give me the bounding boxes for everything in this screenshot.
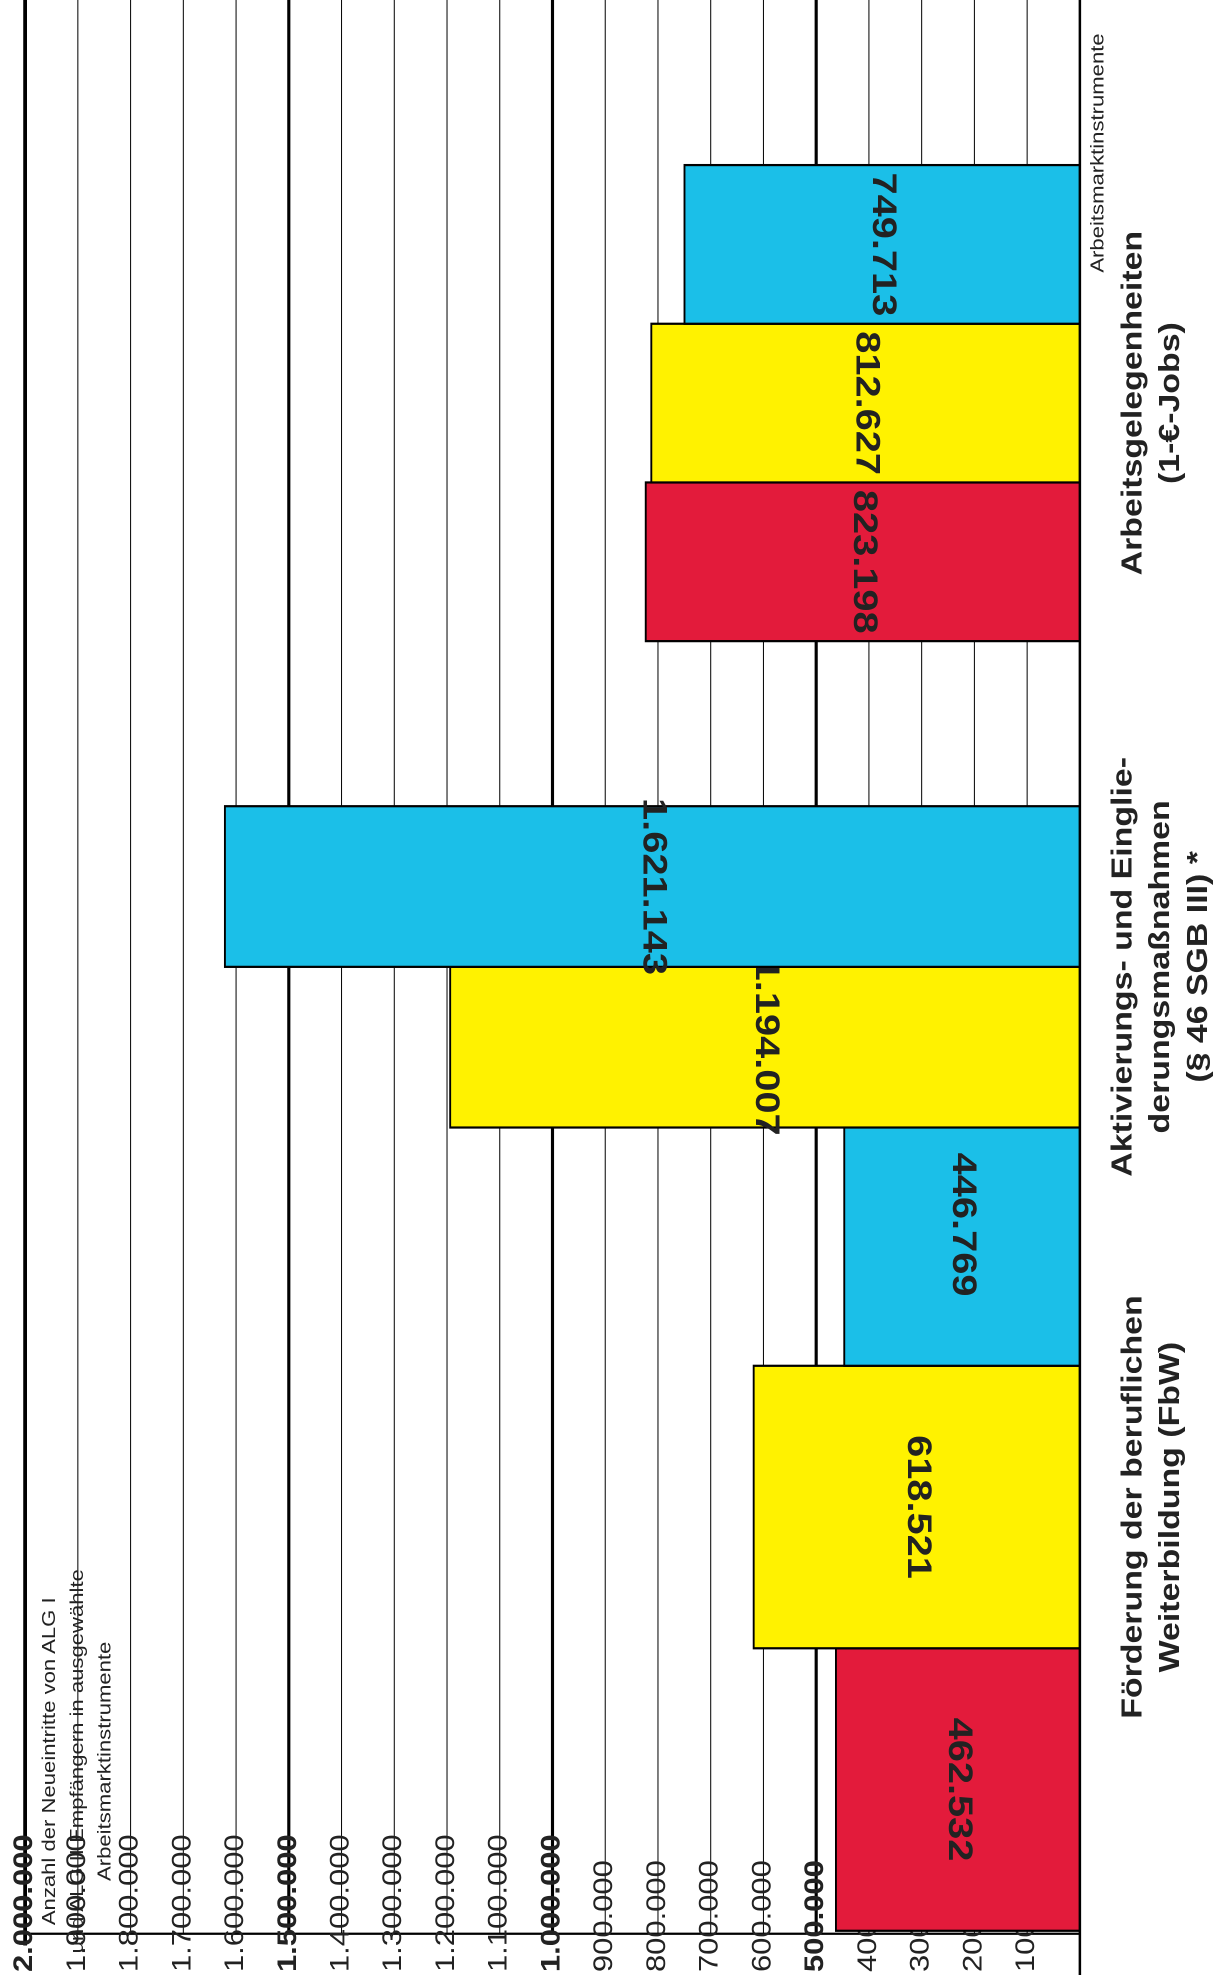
- annotation: und ALG II Empfängern in ausgewählte: [66, 1569, 87, 1953]
- category-label: Förderung der beruflichen: [1116, 1295, 1148, 1718]
- category-label: derungsmaßnahmen: [1143, 800, 1175, 1133]
- bar: [449, 965, 1081, 1129]
- y-tick-label: 1.500.000: [273, 1834, 302, 1972]
- y-tick-label: 900.000: [589, 1860, 618, 1972]
- bar: [835, 1647, 1081, 1932]
- value-label: 446.769: [946, 1153, 984, 1297]
- y-tick-label: 1.300.000: [378, 1834, 407, 1972]
- category-label: Aktivierungs- und Einglie-: [1106, 757, 1138, 1177]
- category-label: (§ 46 SGB III) *: [1181, 850, 1213, 1082]
- y-tick-label: 800.000: [642, 1860, 671, 1972]
- value-label: 749.713: [866, 173, 904, 317]
- category-label: (1-€-Jobs): [1153, 322, 1185, 484]
- y-tick-label: 1.200.000: [431, 1834, 460, 1972]
- y-tick-label: 1.600.000: [220, 1834, 249, 1972]
- value-label: 462.532: [942, 1718, 980, 1862]
- y-tick-label: 2.000.000: [9, 1834, 38, 1972]
- value-label: 1.194.007: [749, 959, 787, 1136]
- y-tick-label: 600.000: [747, 1860, 776, 1972]
- value-label: 1.621.143: [636, 798, 674, 975]
- category-label: Weiterbildung (FbW): [1153, 1342, 1185, 1673]
- value-label: 812.627: [849, 331, 887, 475]
- y-tick-label: 1.800.000: [115, 1834, 144, 1972]
- bar: [683, 163, 1081, 325]
- y-tick-label: 1.900.000: [62, 1834, 91, 1972]
- y-tick-label: 1.700.000: [167, 1834, 196, 1972]
- value-label: 823.198: [847, 490, 885, 634]
- y-tick-label: 1.000.000: [537, 1834, 566, 1972]
- bar: [644, 481, 1081, 643]
- annotation: Arbeitsmarktinstrumente: [94, 1642, 115, 1881]
- annotation: Anzahl der Neueintritte von ALG I: [39, 1597, 60, 1925]
- bar: [843, 1082, 1081, 1367]
- y-tick-label: 1.400.000: [326, 1834, 355, 1972]
- bar: [650, 322, 1081, 484]
- y-tick-label: 500.000: [800, 1860, 829, 1972]
- y-tick-label: 1.100.000: [484, 1834, 513, 1972]
- value-label: 618.521: [900, 1435, 938, 1579]
- y-tick-label: 700.000: [695, 1860, 724, 1972]
- category-label: Arbeitsgelegenheiten: [1116, 231, 1148, 575]
- bar: [223, 805, 1081, 968]
- annotation-right: Arbeitsmarktinstrumente: [1087, 33, 1108, 272]
